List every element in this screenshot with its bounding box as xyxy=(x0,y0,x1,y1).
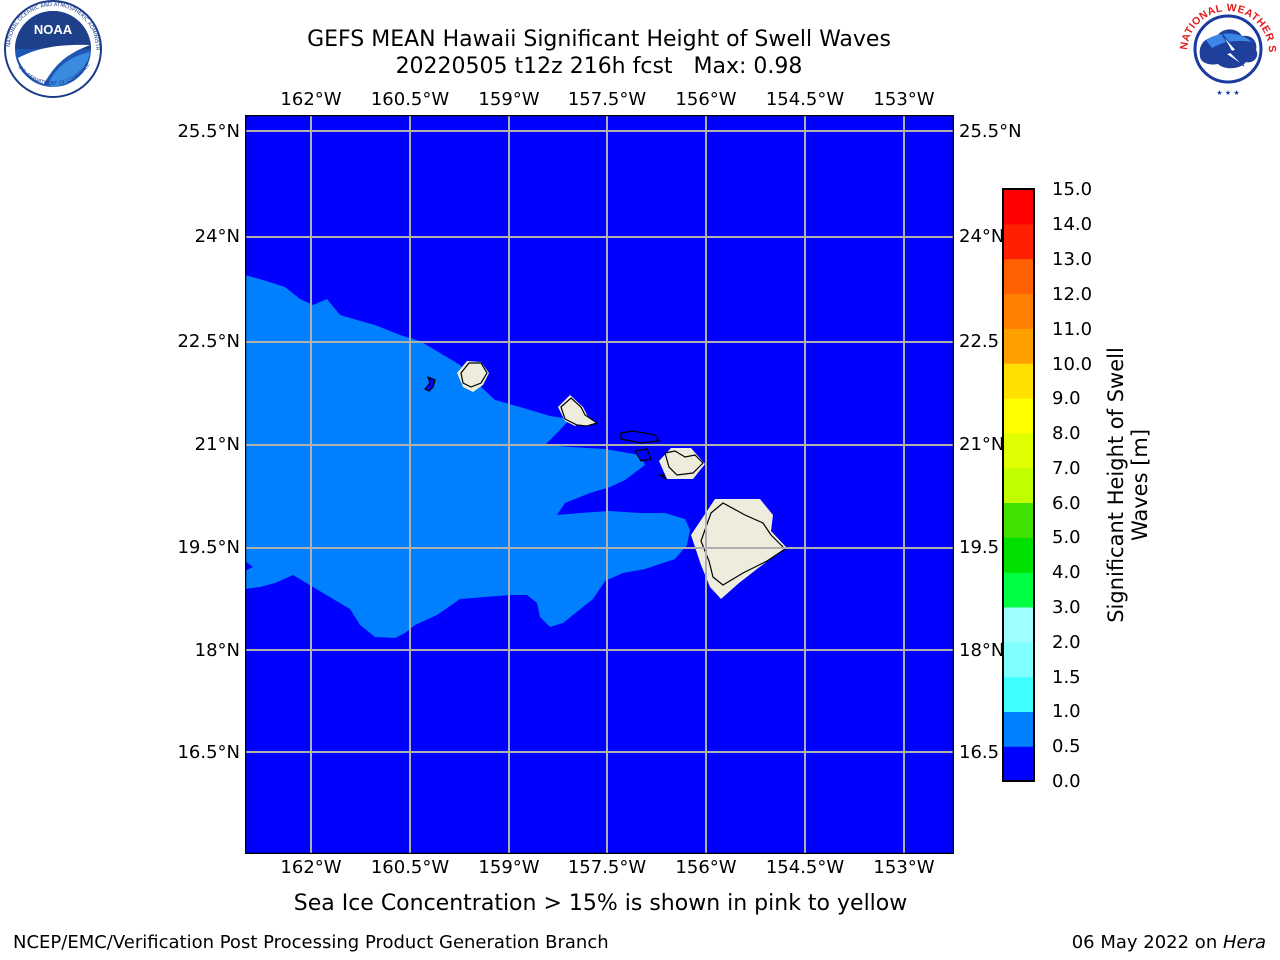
colorbar-tick-label: 0.0 xyxy=(1052,771,1081,792)
colorbar-label-line1: Significant Height of Swell xyxy=(1104,347,1128,623)
colorbar-tick-label: 7.0 xyxy=(1052,458,1081,479)
lat-label-left: 21°N xyxy=(194,434,240,455)
colorbar-tick-label: 11.0 xyxy=(1052,319,1093,340)
colorbar-tick-label: 13.0 xyxy=(1052,249,1093,270)
lat-label-right: 22.5 xyxy=(959,331,1000,352)
colorbar-segment xyxy=(1003,572,1034,608)
colorbar-segment xyxy=(1003,189,1034,225)
colorbar-tick-label: 10.0 xyxy=(1052,354,1093,375)
colorbar-segment xyxy=(1003,676,1034,712)
nws-logo: NATIONAL WEATHER SERVICE ★ ★ ★ xyxy=(1178,0,1278,97)
lon-label-top: 156°W xyxy=(675,89,737,110)
svg-text:NOAA: NOAA xyxy=(34,22,73,37)
lon-label-bottom: 159°W xyxy=(478,857,540,878)
colorbar-tick-label: 14.0 xyxy=(1052,214,1093,235)
caption: Sea Ice Concentration > 15% is shown in … xyxy=(0,891,1280,916)
colorbar-segment xyxy=(1003,223,1034,260)
svg-text:★ ★ ★: ★ ★ ★ xyxy=(1216,89,1239,97)
colorbar-tick-label: 0.5 xyxy=(1052,736,1081,757)
footer-date: 06 May 2022 on Hera xyxy=(1072,932,1266,953)
lat-label-left: 22.5°N xyxy=(177,331,240,352)
max-value: Max: 0.98 xyxy=(693,54,803,79)
lat-label-right: 16.5 xyxy=(959,742,1000,763)
colorbar-segment xyxy=(1003,363,1034,399)
island-niihau xyxy=(424,375,436,392)
colorbar-tick-label: 5.0 xyxy=(1052,527,1081,548)
island-molokai xyxy=(620,430,661,444)
colorbar-segment xyxy=(1003,397,1034,434)
lat-label-right: 24°N xyxy=(959,226,1005,247)
colorbar-segment xyxy=(1003,711,1034,747)
colorbar-segment xyxy=(1003,746,1034,782)
lat-label-right: 21°N xyxy=(959,434,1005,455)
lon-label-top: 159°W xyxy=(478,89,540,110)
map-subtitle: 20220505 t12z 216h fcst Max: 0.98 xyxy=(0,54,1198,80)
lon-label-bottom: 157.5°W xyxy=(567,857,647,878)
colorbar-label-line2: Waves [m] xyxy=(1128,428,1152,542)
lon-label-top: 157.5°W xyxy=(567,89,647,110)
colorbar-tick-label: 3.0 xyxy=(1052,597,1081,618)
lon-label-bottom: 154.5°W xyxy=(765,857,845,878)
map-title: GEFS MEAN Hawaii Significant Height of S… xyxy=(307,27,891,52)
colorbar-segment xyxy=(1003,467,1034,504)
colorbar-segment xyxy=(1003,502,1034,538)
colorbar-tick-label: 8.0 xyxy=(1052,423,1081,444)
lat-label-right: 25.5°N xyxy=(959,121,1022,142)
colorbar-tick-label: 9.0 xyxy=(1052,388,1081,409)
colorbar-tick-label: 15.0 xyxy=(1052,179,1093,200)
map-area xyxy=(245,115,954,854)
colorbar-label: Significant Height of Swell Waves [m] xyxy=(1104,347,1152,623)
colorbar-segment xyxy=(1003,328,1034,364)
lat-label-left: 24°N xyxy=(194,226,240,247)
lat-label-left: 18°N xyxy=(194,640,240,661)
colorbar-segment xyxy=(1003,293,1034,329)
colorbar-segment xyxy=(1003,258,1034,295)
lon-label-top: 153°W xyxy=(873,89,935,110)
colorbar-tick-label: 12.0 xyxy=(1052,284,1093,305)
colorbar-segment xyxy=(1003,641,1034,678)
colorbar-border xyxy=(1002,188,1035,782)
lat-label-left: 25.5°N xyxy=(177,121,240,142)
colorbar-segment xyxy=(1003,537,1034,573)
noaa-logo: NOAA NATIONAL OCEANIC AND ATMOSPHERIC AD… xyxy=(2,0,102,98)
lon-label-bottom: 162°W xyxy=(280,857,342,878)
colorbar-tick-label: 1.0 xyxy=(1052,701,1081,722)
lon-label-top: 154.5°W xyxy=(765,89,845,110)
footer-date-text: 06 May 2022 on xyxy=(1071,932,1223,953)
lon-label-top: 160.5°W xyxy=(370,89,450,110)
colorbar-segment xyxy=(1003,432,1034,469)
lat-label-right: 19.5 xyxy=(959,537,1000,558)
graticule xyxy=(245,115,954,854)
lon-label-bottom: 160.5°W xyxy=(370,857,450,878)
lat-label-left: 19.5°N xyxy=(177,537,240,558)
colorbar-tick-label: 6.0 xyxy=(1052,493,1081,514)
colorbar xyxy=(1002,188,1035,782)
colorbar-segment xyxy=(1003,606,1034,643)
island-lanai xyxy=(634,448,652,462)
colorbar-tick-label: 1.5 xyxy=(1052,667,1081,688)
caption-text: Sea Ice Concentration > 15% is shown in … xyxy=(293,891,908,916)
footer-host: Hera xyxy=(1222,932,1266,953)
colorbar-tick-label: 2.0 xyxy=(1052,632,1081,653)
lon-label-top: 162°W xyxy=(280,89,342,110)
colorbar-tick-label: 4.0 xyxy=(1052,562,1081,583)
footer-branch: NCEP/EMC/Verification Post Processing Pr… xyxy=(13,932,609,953)
lon-label-bottom: 153°W xyxy=(873,857,935,878)
forecast-run: 20220505 t12z 216h fcst xyxy=(395,54,673,79)
lat-label-right: 18°N xyxy=(959,640,1005,661)
lat-label-left: 16.5°N xyxy=(177,742,240,763)
lon-label-bottom: 156°W xyxy=(675,857,737,878)
